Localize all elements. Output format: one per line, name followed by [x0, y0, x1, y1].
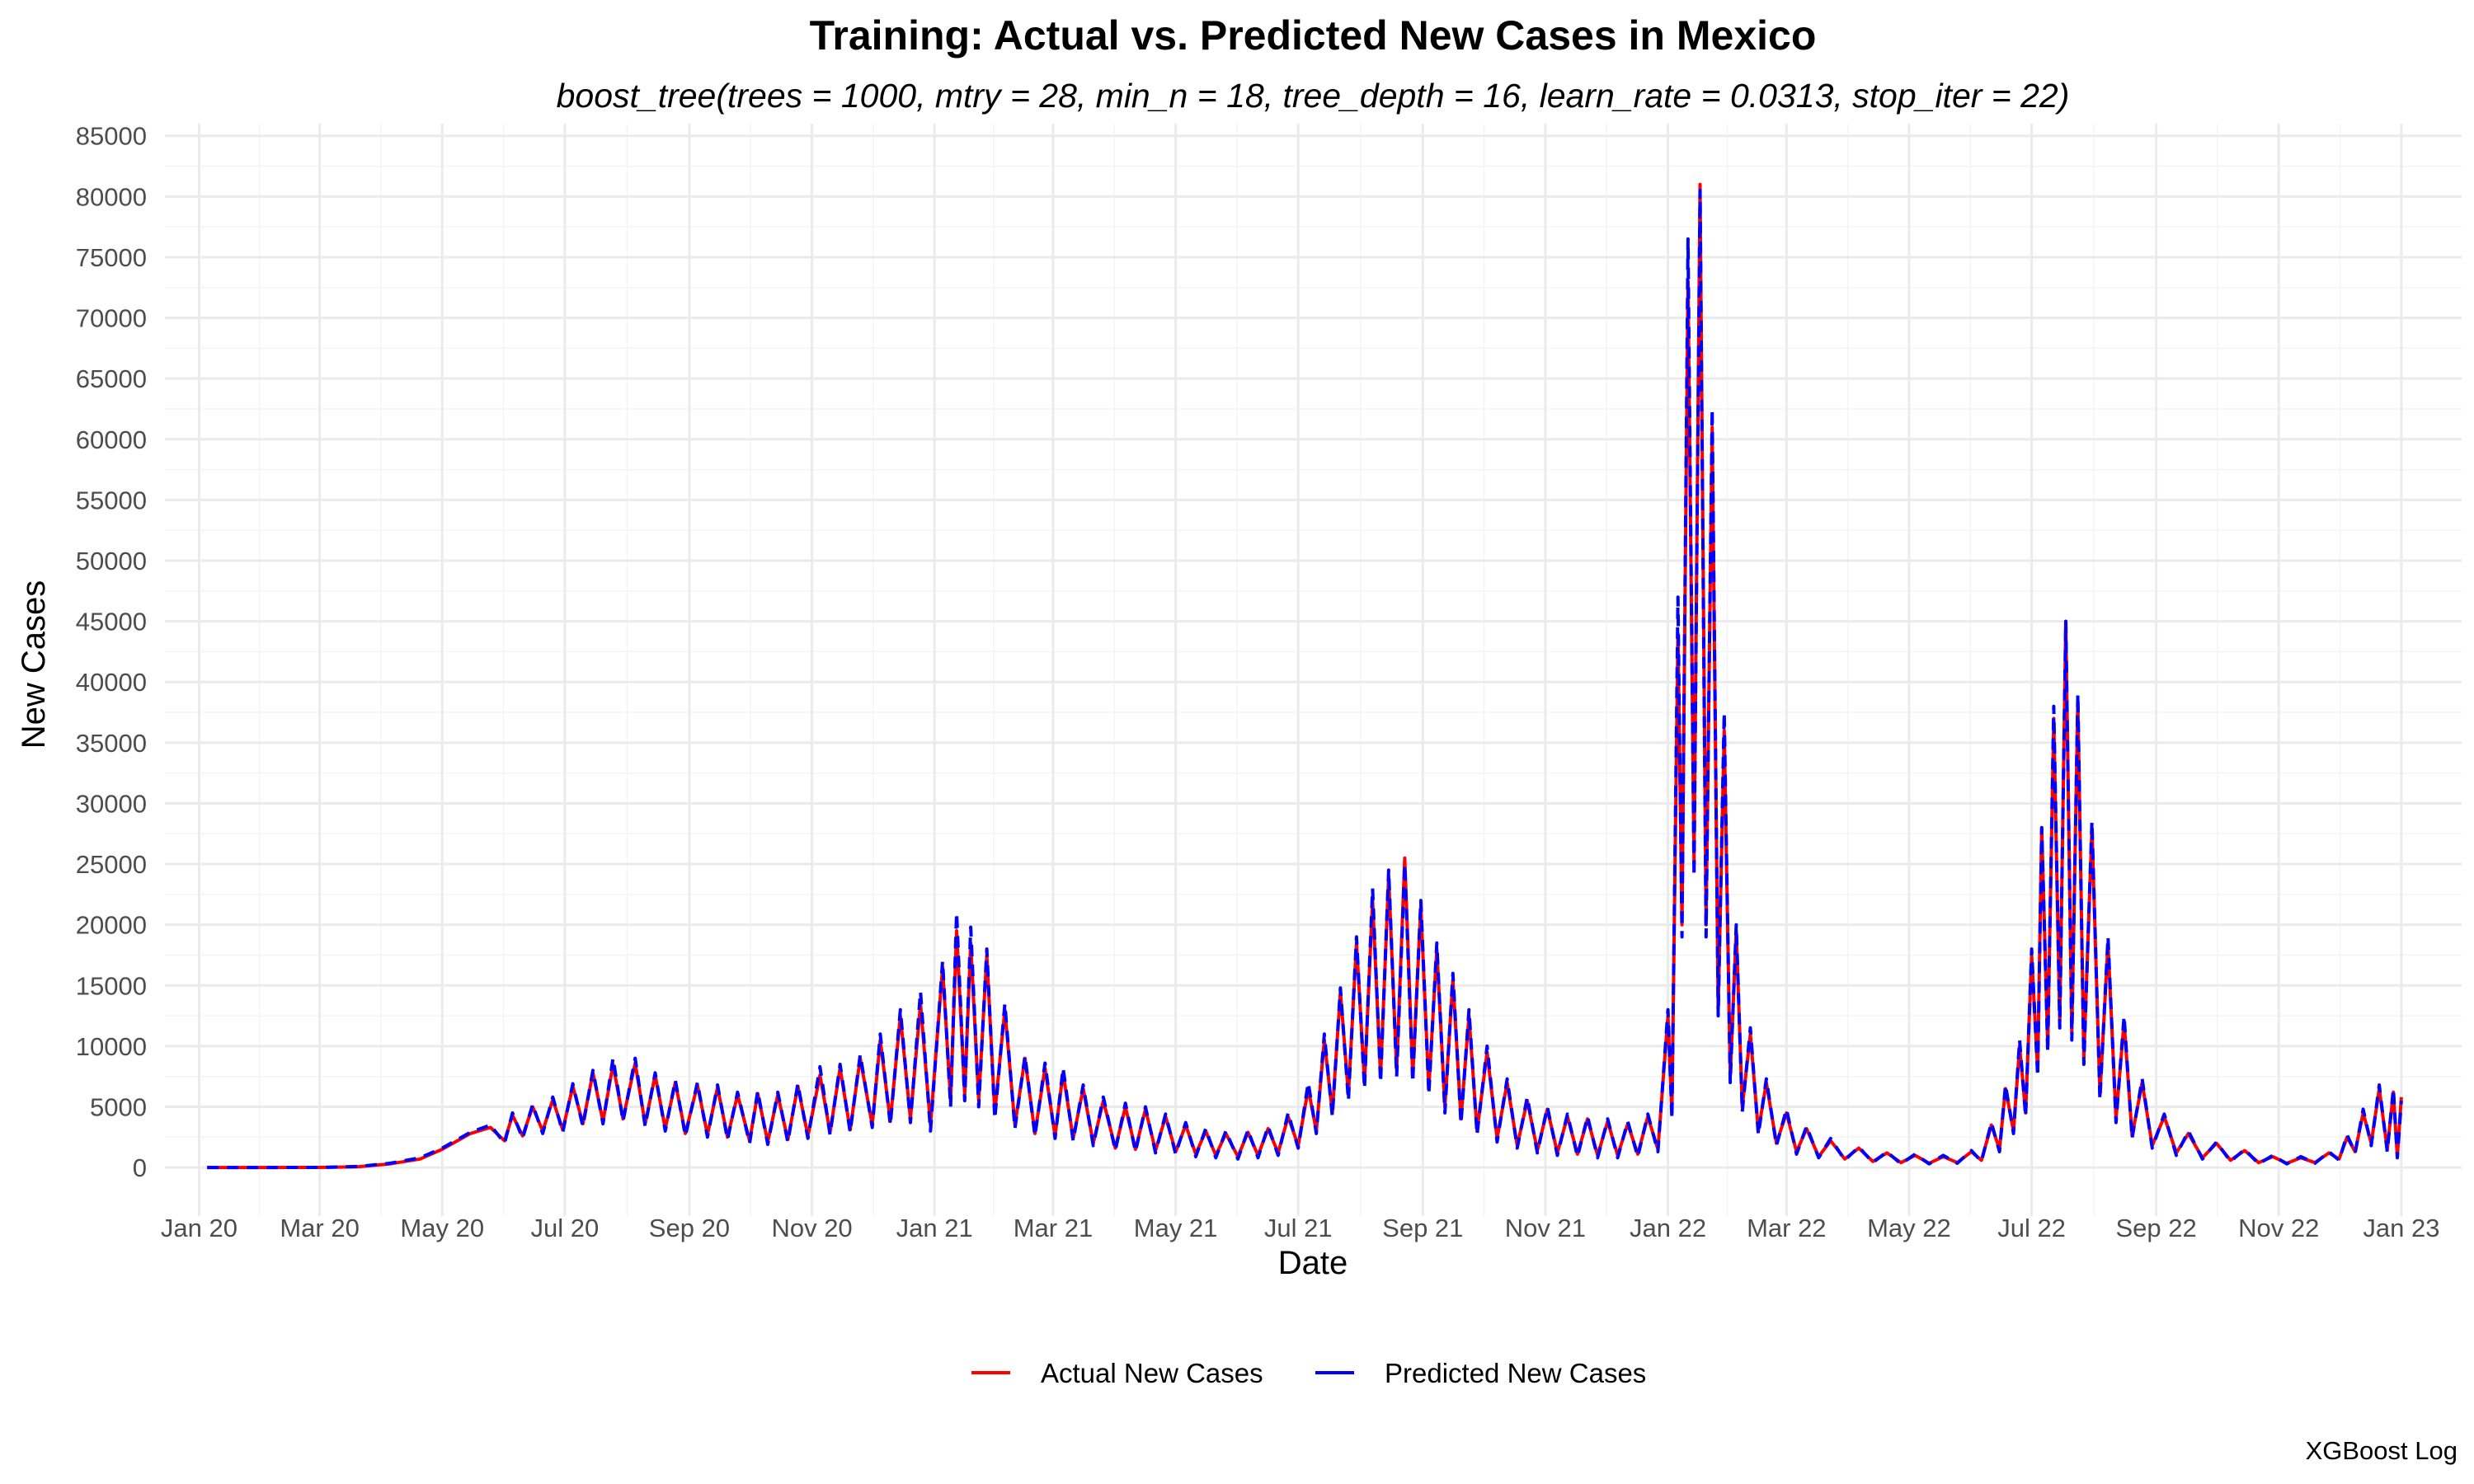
- x-tick-label: Sep 20: [649, 1214, 730, 1242]
- x-tick-label: Mar 20: [280, 1214, 359, 1242]
- y-tick-label: 30000: [76, 789, 147, 818]
- y-tick-label: 15000: [76, 971, 147, 1000]
- x-tick-label: Jan 23: [2363, 1214, 2439, 1242]
- x-tick-label: Jan 22: [1630, 1214, 1706, 1242]
- x-tick-label: Mar 22: [1747, 1214, 1826, 1242]
- x-tick-label: Sep 22: [2116, 1214, 2197, 1242]
- x-axis-title: Date: [1278, 1245, 1348, 1281]
- series-lines: [207, 182, 2403, 1170]
- x-tick-label: May 20: [400, 1214, 484, 1242]
- y-tick-label: 0: [133, 1153, 147, 1182]
- x-tick-label: Jul 20: [531, 1214, 600, 1242]
- x-tick-label: Jul 21: [1264, 1214, 1333, 1242]
- y-tick-label: 65000: [76, 364, 147, 393]
- y-tick-label: 45000: [76, 608, 147, 636]
- y-tick-label: 25000: [76, 850, 147, 879]
- x-axis-tick-labels: Jan 20 Mar 20 May 20 Jul 20 Sep 20 Nov 20 Jan …: [161, 1214, 2440, 1242]
- y-axis-tick-labels: 0 5000 10000 15000 20000 25000 30000 35000 40000…: [76, 122, 147, 1182]
- legend: Actual New Cases Predicted New Cases: [971, 1358, 1646, 1388]
- x-tick-label: Jan 21: [896, 1214, 973, 1242]
- major-gridlines: [165, 124, 2462, 1216]
- minor-gridlines: [165, 124, 2462, 1216]
- x-tick-label: May 21: [1134, 1214, 1218, 1242]
- x-tick-label: Jul 22: [1997, 1214, 2066, 1242]
- y-tick-label: 5000: [90, 1093, 147, 1122]
- y-tick-label: 35000: [76, 729, 147, 758]
- y-tick-label: 20000: [76, 911, 147, 940]
- x-tick-label: Nov 20: [771, 1214, 852, 1242]
- y-tick-label: 40000: [76, 668, 147, 697]
- x-tick-label: May 22: [1867, 1214, 1951, 1242]
- chart-caption: XGBoost Log: [2306, 1436, 2458, 1465]
- x-tick-label: Sep 21: [1382, 1214, 1463, 1242]
- y-tick-label: 50000: [76, 547, 147, 575]
- x-tick-label: Nov 22: [2238, 1214, 2319, 1242]
- legend-label-predicted: Predicted New Cases: [1385, 1358, 1646, 1388]
- legend-label-actual: Actual New Cases: [1041, 1358, 1263, 1388]
- y-tick-label: 10000: [76, 1032, 147, 1061]
- y-tick-label: 75000: [76, 243, 147, 272]
- chart-title: Training: Actual vs. Predicted New Cases…: [810, 12, 1817, 59]
- y-tick-label: 55000: [76, 486, 147, 514]
- y-tick-label: 60000: [76, 425, 147, 454]
- predicted-new-cases-line: [207, 189, 2403, 1170]
- chart-subtitle: boost_tree(trees = 1000, mtry = 28, min_…: [557, 77, 2070, 115]
- x-tick-label: Jan 20: [161, 1214, 238, 1242]
- y-tick-label: 70000: [76, 304, 147, 333]
- x-tick-label: Nov 21: [1505, 1214, 1586, 1242]
- y-tick-label: 85000: [76, 122, 147, 151]
- y-tick-label: 80000: [76, 182, 147, 211]
- x-tick-label: Mar 21: [1014, 1214, 1093, 1242]
- y-axis-title: New Cases: [16, 580, 52, 749]
